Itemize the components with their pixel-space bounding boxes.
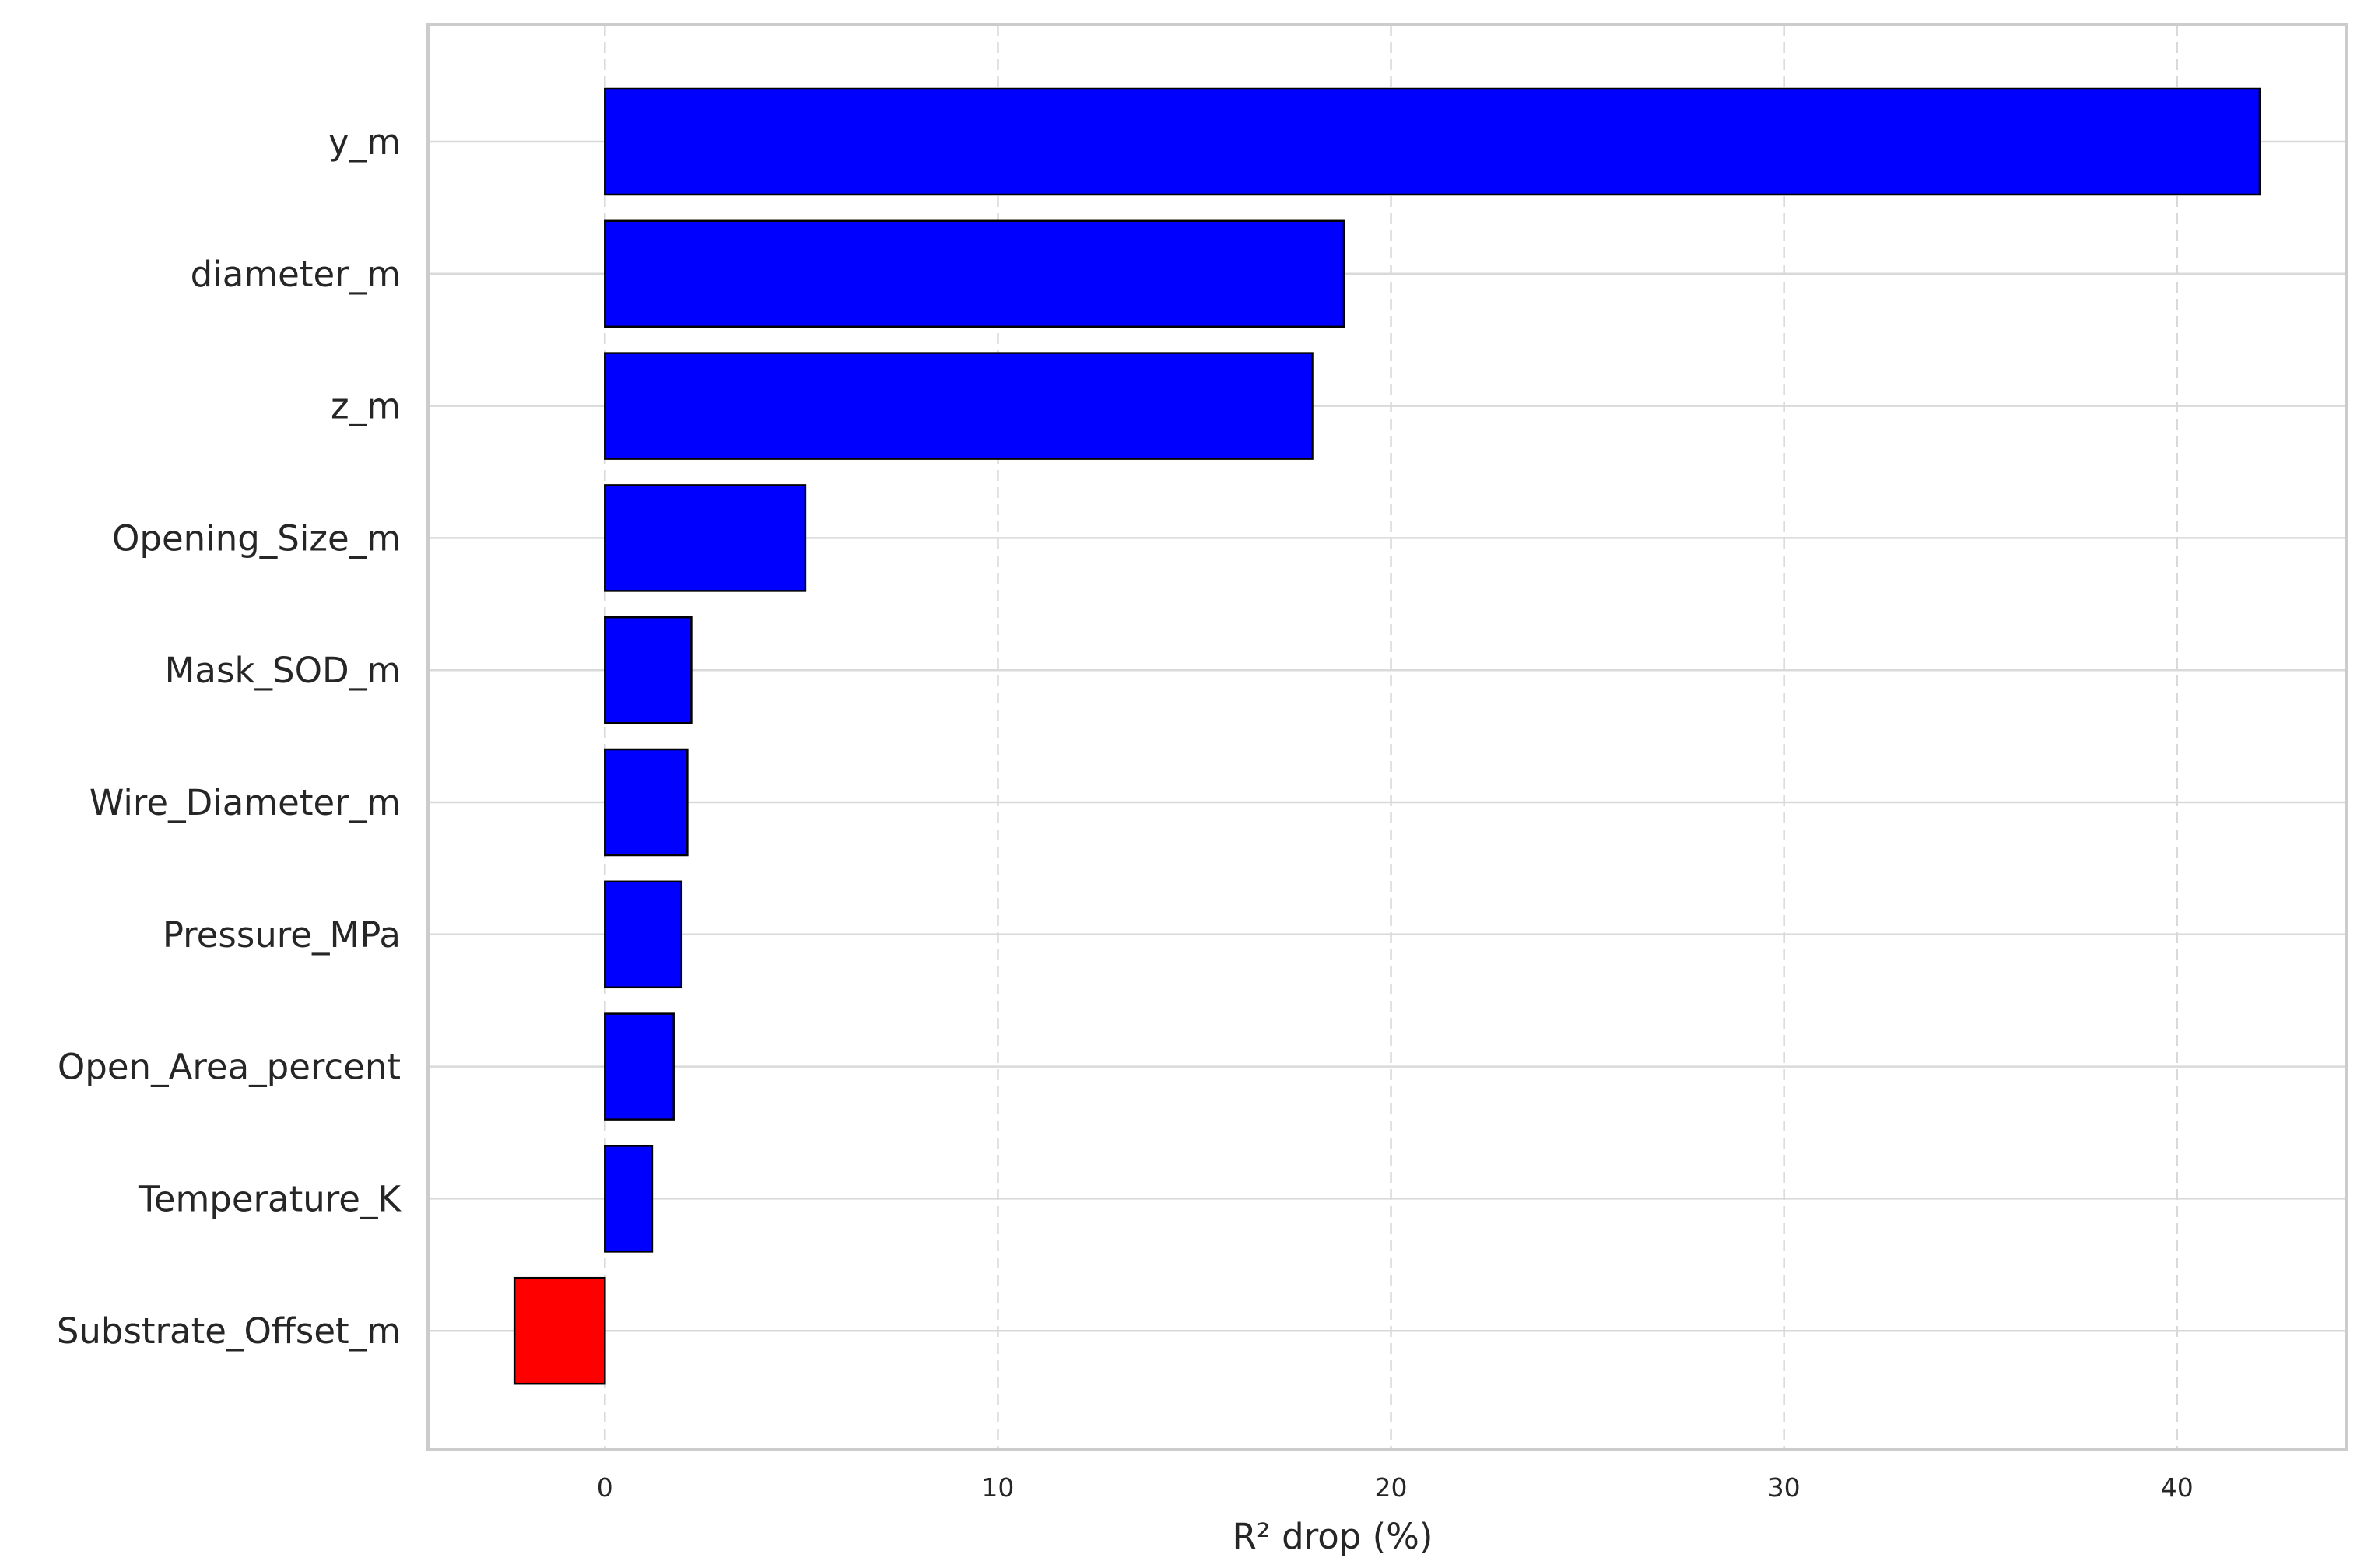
bar-Temperature_K xyxy=(604,1145,654,1253)
category-labels: y_m diameter_m z_m Opening_Size_m Mask_SOD_m… xyxy=(57,121,402,1352)
category-label: Temperature_K xyxy=(138,1178,402,1219)
category-label: Opening_Size_m xyxy=(112,517,401,559)
category-label: Mask_SOD_m xyxy=(165,650,401,691)
bar-diameter_m xyxy=(604,219,1345,328)
bar-Mask_SOD_m xyxy=(604,616,693,724)
bar-Wire_Diameter_m xyxy=(604,748,689,857)
plot-frame xyxy=(426,23,2348,1451)
category-label: Wire_Diameter_m xyxy=(89,782,401,823)
x-tick-labels: 0 10 20 30 40 xyxy=(597,1472,2194,1503)
bar-Open_Area_percent xyxy=(604,1012,675,1121)
bar-y_m xyxy=(604,87,2261,196)
category-label: Substrate_Offset_m xyxy=(57,1310,401,1352)
x-tick-label: 40 xyxy=(2161,1472,2194,1503)
x-tick-label: 30 xyxy=(1768,1472,1801,1503)
x-tick-label: 0 xyxy=(597,1472,613,1503)
x-axis-title: R² drop (%) xyxy=(1233,1516,1433,1557)
bar-Opening_Size_m xyxy=(604,484,807,592)
bar-Substrate_Offset_m xyxy=(513,1276,606,1385)
x-tick-label: 10 xyxy=(981,1472,1014,1503)
category-label: z_m xyxy=(331,386,401,427)
bars xyxy=(513,87,2261,1385)
x-tick-label: 20 xyxy=(1375,1472,1408,1503)
category-label: Open_Area_percent xyxy=(58,1047,401,1088)
category-label: Pressure_MPa xyxy=(163,914,401,956)
category-label: diameter_m xyxy=(191,254,401,295)
bar-z_m xyxy=(604,352,1314,460)
bar-Pressure_MPa xyxy=(604,880,683,989)
category-label: y_m xyxy=(328,121,401,163)
